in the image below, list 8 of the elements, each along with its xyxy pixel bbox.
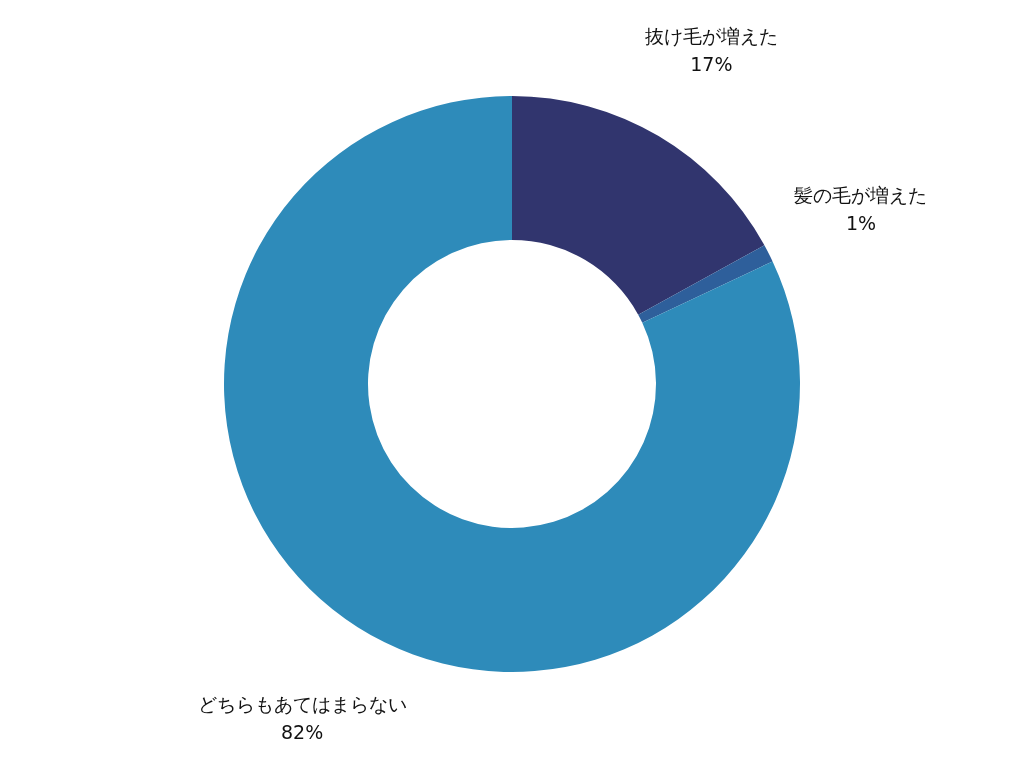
data-label: 82% bbox=[281, 720, 324, 743]
donut-slice bbox=[512, 96, 765, 315]
slice-label: 髪の毛が増えた bbox=[794, 184, 928, 207]
slice-label: 抜け毛が増えた bbox=[644, 24, 778, 47]
data-label: 17% bbox=[690, 52, 733, 75]
donut-slice bbox=[638, 245, 773, 323]
data-label: 1% bbox=[845, 212, 877, 235]
slice-label: どちらもあてはまらない bbox=[197, 692, 407, 715]
